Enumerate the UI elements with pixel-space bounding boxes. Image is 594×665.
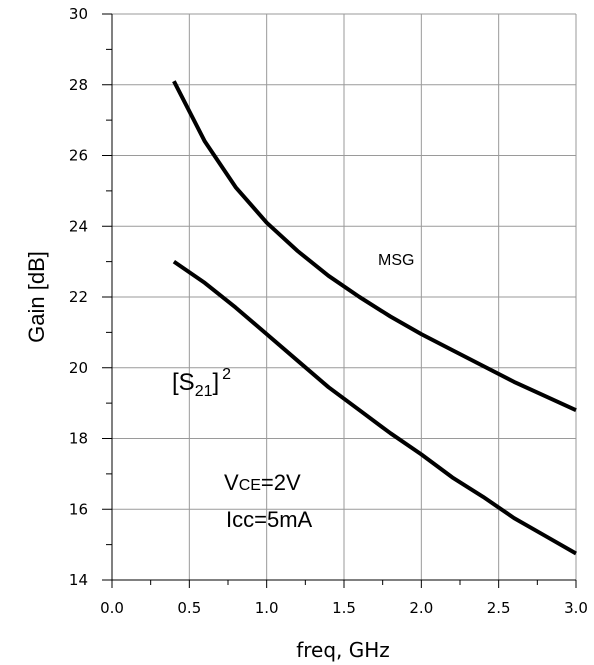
grid xyxy=(112,13,577,580)
series-group xyxy=(172,80,577,556)
vce-main: V xyxy=(224,470,239,495)
y-tick-label: 30 xyxy=(69,5,88,23)
s21-close: ] xyxy=(212,369,219,396)
ticks: 0.0 0.5 1.0 1.5 2.0 2.5 3.0 14 16 18 20 22 24 26 28 30 xyxy=(69,5,588,617)
y-tick-label: 14 xyxy=(69,571,88,589)
x-tick-label: 1.5 xyxy=(332,599,356,617)
s21-superscript: 2 xyxy=(222,366,231,383)
x-tick-label: 0.0 xyxy=(100,599,124,617)
s21-label: [S21] 2 xyxy=(172,366,231,400)
s21-subscript: 21 xyxy=(195,383,213,400)
svg-text:VCE=2V: VCE=2V xyxy=(224,470,301,495)
x-tick-label: 0.5 xyxy=(177,599,201,617)
y-tick-label: 26 xyxy=(69,147,88,165)
icc-label: Icc=5mA xyxy=(226,507,313,532)
x-tick-label: 2.5 xyxy=(487,599,511,617)
y-tick-label: 22 xyxy=(69,288,88,306)
msg-label: MSG xyxy=(378,252,414,269)
vce-subscript: CE xyxy=(239,477,261,494)
x-axis-title: freq, GHz xyxy=(296,638,390,662)
y-tick-label: 16 xyxy=(69,500,88,518)
y-tick-label: 18 xyxy=(69,430,88,448)
y-tick-label: 24 xyxy=(69,217,88,235)
vce-label: VCE=2V xyxy=(224,470,301,495)
series-line-msg xyxy=(172,80,577,413)
x-tick-label: 2.0 xyxy=(409,599,433,617)
x-tick-label: 3.0 xyxy=(564,599,588,617)
s21-open: [S xyxy=(172,369,195,396)
y-tick-label: 20 xyxy=(69,359,88,377)
y-tick-label: 28 xyxy=(69,76,88,94)
series-line-s21 xyxy=(172,259,577,556)
vce-value: =2V xyxy=(261,470,301,495)
y-axis-title: Gain [dB] xyxy=(24,251,49,343)
x-tick-label: 1.0 xyxy=(255,599,279,617)
svg-text:[S21]2: [S21] 2 xyxy=(172,366,231,400)
